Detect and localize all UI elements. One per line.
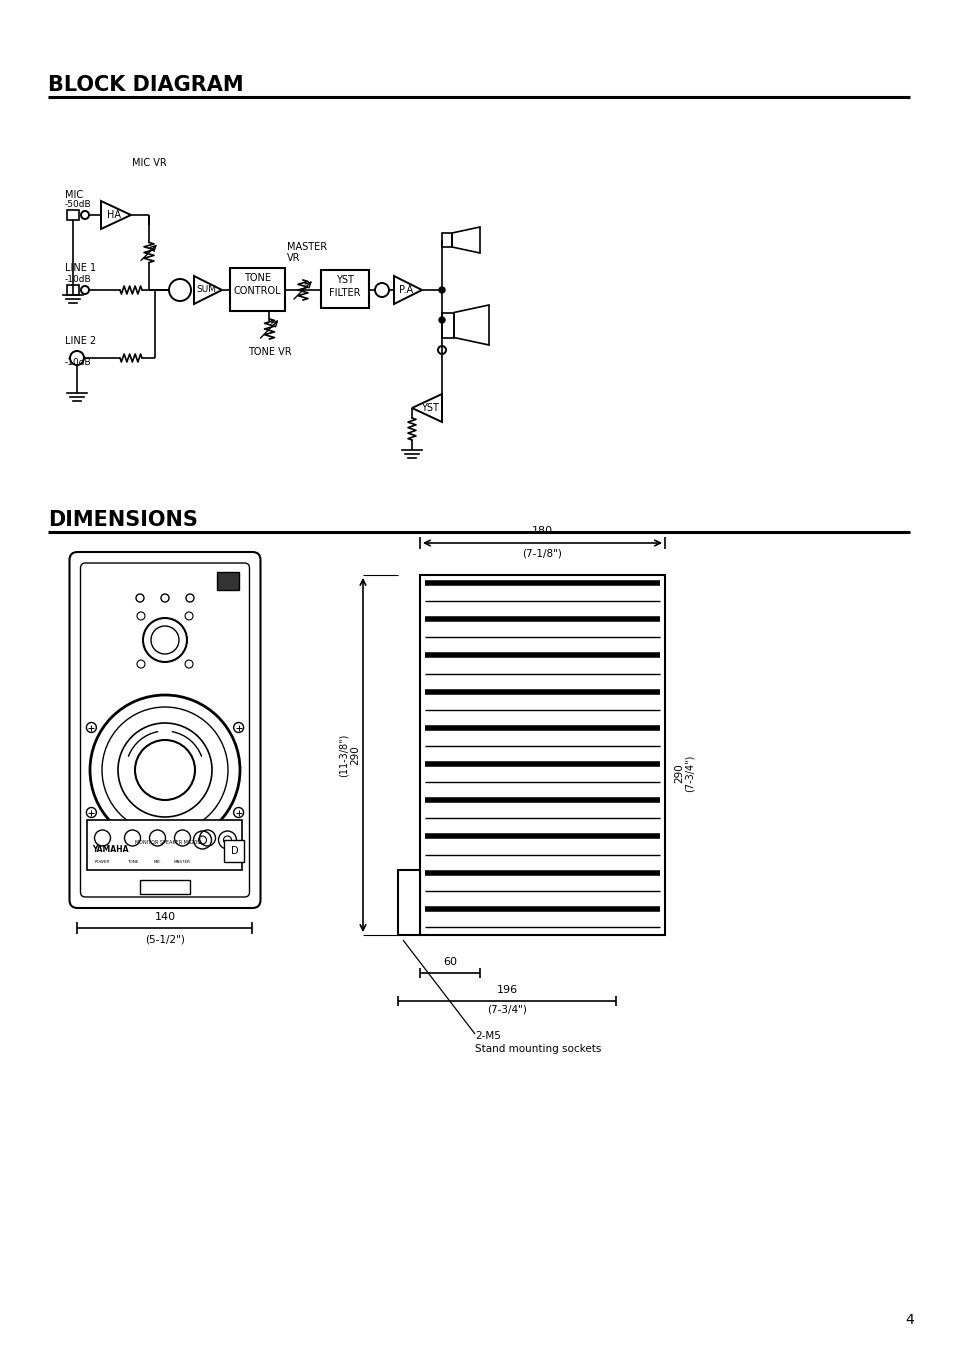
Text: -10dB: -10dB (65, 276, 91, 284)
Text: HA: HA (107, 209, 121, 220)
Text: 180: 180 (532, 526, 553, 536)
Text: 290: 290 (350, 746, 359, 765)
Bar (397, 870, 419, 935)
Text: Stand mounting sockets: Stand mounting sockets (475, 1044, 600, 1054)
Text: 290: 290 (673, 763, 683, 782)
Text: 60: 60 (442, 957, 456, 967)
Text: D: D (231, 846, 238, 857)
Text: POWER: POWER (94, 861, 111, 865)
Text: TONE: TONE (127, 861, 138, 865)
Bar (441, 232, 452, 247)
Circle shape (438, 317, 444, 323)
Text: VR: VR (287, 253, 300, 263)
Text: DIMENSIONS: DIMENSIONS (48, 509, 197, 530)
Text: TONE VR: TONE VR (248, 347, 291, 357)
FancyBboxPatch shape (80, 563, 250, 897)
Text: TONE: TONE (244, 273, 271, 282)
Text: P.A: P.A (398, 285, 413, 295)
Text: YST: YST (335, 276, 354, 285)
Text: MIC: MIC (65, 190, 83, 200)
Bar (230, 267, 285, 311)
Text: (7-1/8"): (7-1/8") (522, 549, 562, 558)
Text: YST: YST (420, 403, 438, 413)
FancyBboxPatch shape (70, 553, 260, 908)
Bar (217, 571, 239, 590)
Text: YAMAHA: YAMAHA (92, 846, 129, 854)
Bar (320, 270, 369, 308)
Text: 4: 4 (904, 1313, 913, 1327)
Text: MASTER: MASTER (173, 861, 191, 865)
Text: (5-1/2"): (5-1/2") (145, 934, 185, 944)
Bar (419, 576, 664, 935)
Text: 140: 140 (154, 912, 175, 921)
Text: FILTER: FILTER (329, 288, 360, 299)
Text: LINE 2: LINE 2 (65, 336, 96, 346)
Text: SUM: SUM (195, 285, 215, 295)
Text: BLOCK DIAGRAM: BLOCK DIAGRAM (48, 76, 243, 95)
Text: 2-M5: 2-M5 (475, 1031, 500, 1042)
Text: CONTROL: CONTROL (233, 286, 281, 296)
Bar (67, 285, 79, 295)
Bar (67, 209, 79, 220)
Text: -10dB: -10dB (65, 358, 91, 367)
Text: MASTER: MASTER (287, 242, 327, 253)
Text: 196: 196 (496, 985, 517, 994)
Bar (140, 880, 190, 894)
Text: MIC VR: MIC VR (132, 158, 166, 168)
Circle shape (438, 286, 444, 293)
Bar (224, 840, 244, 862)
Text: MIC: MIC (153, 861, 161, 865)
Bar (441, 312, 454, 338)
Text: MONITOR SPEAKER MS20S: MONITOR SPEAKER MS20S (135, 840, 201, 846)
Text: -50dB: -50dB (65, 200, 91, 209)
Text: LINE 1: LINE 1 (65, 263, 96, 273)
Bar (88, 820, 242, 870)
Text: (11-3/8"): (11-3/8") (338, 734, 349, 777)
Text: (7-3/4"): (7-3/4") (487, 1005, 526, 1015)
Text: (7-3/4"): (7-3/4") (684, 754, 695, 792)
